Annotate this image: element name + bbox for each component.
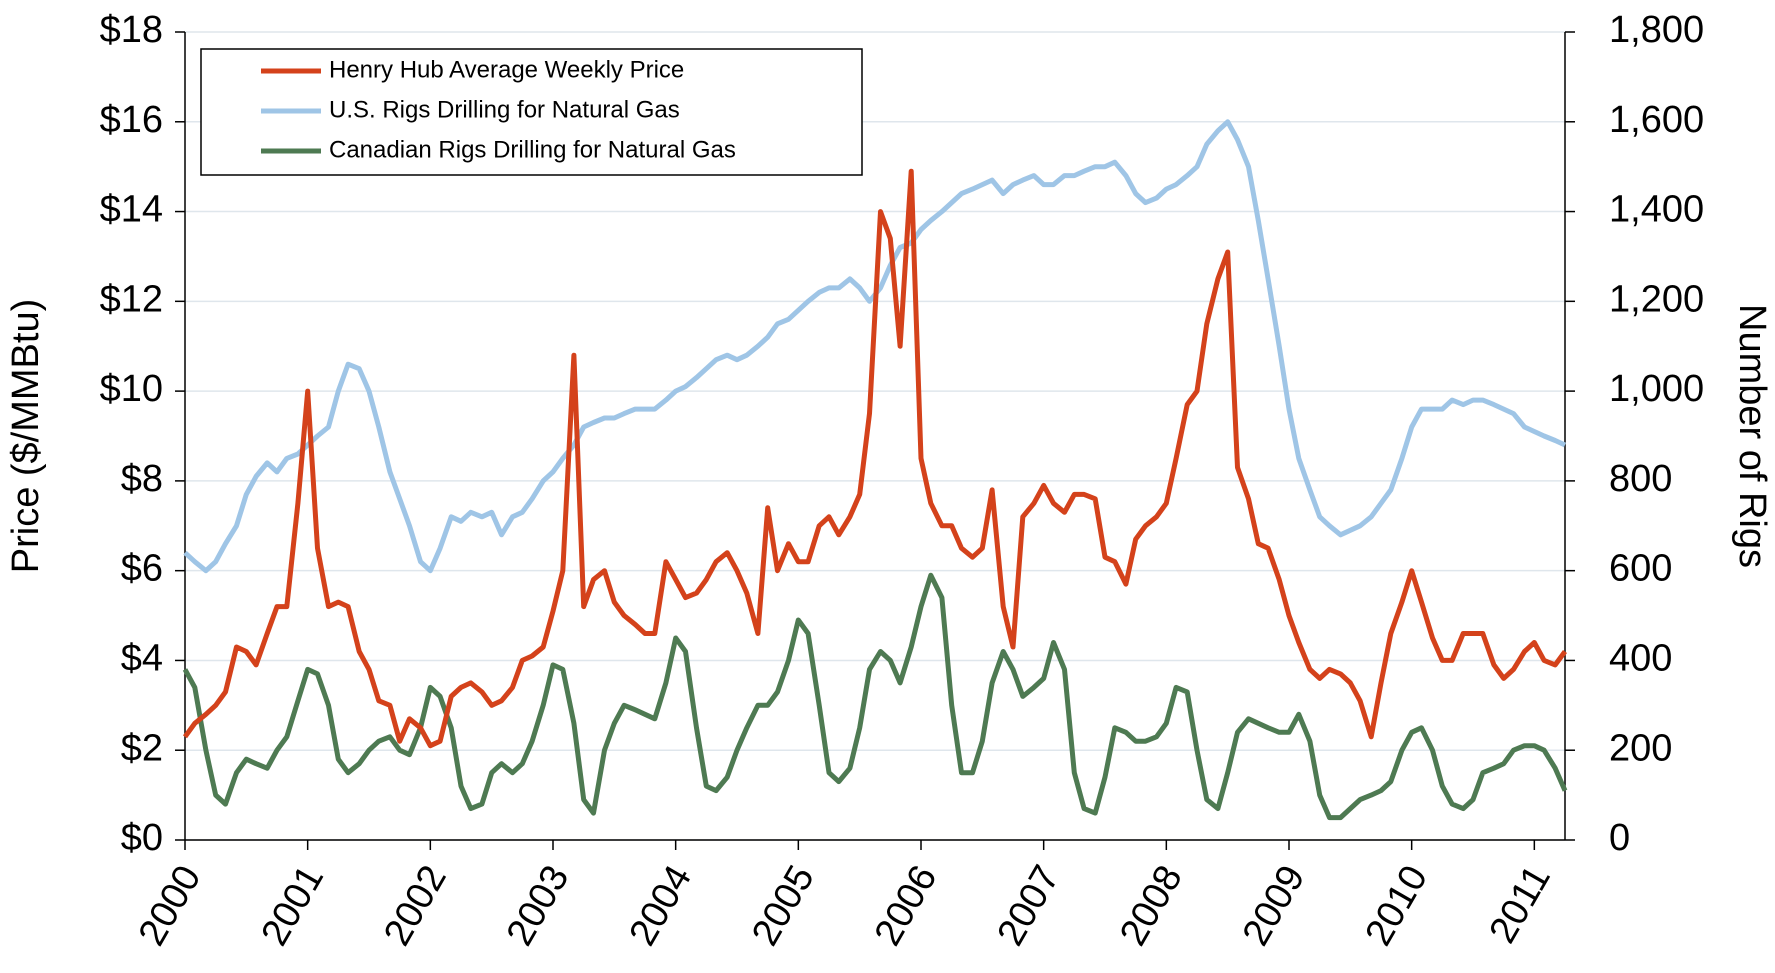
series-line: [182, 168, 1568, 749]
y-tick-label: $12: [100, 278, 163, 320]
y-tick-label: $16: [100, 99, 163, 141]
y2-tick-label: 1,400: [1609, 189, 1704, 231]
x-tick-label: 2003: [499, 859, 578, 953]
y2-tick-label: 1,600: [1609, 99, 1704, 141]
y2-tick-label: 200: [1609, 727, 1672, 769]
y2-tick-label: 0: [1609, 817, 1630, 859]
legend-label: Henry Hub Average Weekly Price: [329, 56, 684, 83]
legend-label: U.S. Rigs Drilling for Natural Gas: [329, 96, 680, 123]
x-tick-label: 2006: [867, 859, 946, 953]
legend-label: Canadian Rigs Drilling for Natural Gas: [329, 136, 736, 163]
y-tick-label: $2: [121, 727, 163, 769]
y-tick-label: $14: [100, 189, 163, 231]
y-axis-title: Price ($/MMBtu): [5, 299, 47, 573]
x-tick-label: 2002: [376, 859, 455, 953]
x-tick-label: 2008: [1112, 859, 1191, 953]
x-tick-label: 2011: [1482, 859, 1559, 951]
y2-tick-label: 800: [1609, 458, 1672, 500]
y-tick-label: $8: [121, 458, 163, 500]
x-tick-label: 2005: [744, 859, 823, 953]
y-tick-label: $10: [100, 368, 163, 410]
series-line: [182, 572, 1568, 821]
y2-tick-label: 1,800: [1609, 9, 1704, 51]
x-tick-label: 2004: [622, 859, 701, 953]
y2-tick-label: 1,200: [1609, 278, 1704, 320]
y-tick-label: $6: [121, 548, 163, 590]
x-tick-label: 2007: [990, 859, 1069, 953]
y2-axis-title: Number of Rigs: [1731, 304, 1773, 568]
y-tick-label: $4: [121, 637, 163, 679]
x-tick-label: 2001: [254, 859, 333, 953]
x-tick-label: 2010: [1358, 859, 1437, 953]
y2-tick-label: 1,000: [1609, 368, 1704, 410]
y2-tick-label: 400: [1609, 637, 1672, 679]
x-tick-label: 2009: [1235, 859, 1314, 953]
y-tick-label: $0: [121, 817, 163, 859]
y-tick-label: $18: [100, 9, 163, 51]
x-tick-label: 2000: [131, 859, 210, 953]
y2-tick-label: 600: [1609, 548, 1672, 590]
